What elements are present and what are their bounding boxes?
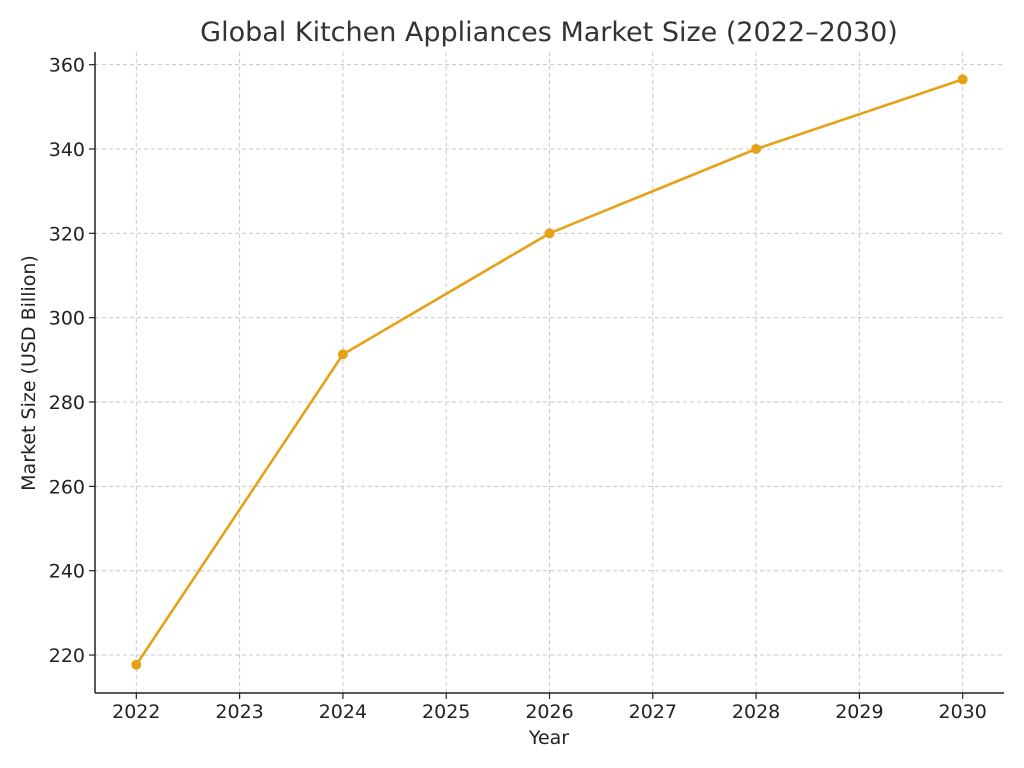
y-tick-label: 240 — [49, 561, 85, 583]
tick-labels: 2022 2023 2024 2025 2026 2027 2028 2029 2030 220 2… — [49, 55, 987, 723]
data-point — [544, 228, 555, 239]
x-tick-label: 2023 — [215, 701, 263, 723]
axes — [89, 52, 1004, 699]
x-tick-label: 2022 — [112, 701, 160, 723]
y-tick-label: 340 — [49, 139, 85, 161]
grid-lines — [95, 52, 1004, 693]
y-tick-label: 360 — [49, 55, 85, 77]
x-tick-label: 2029 — [835, 701, 883, 723]
x-tick-label: 2024 — [319, 701, 367, 723]
series-layer — [131, 74, 968, 670]
y-axis-label: Market Size (USD Billion) — [18, 255, 40, 491]
x-axis-label: Year — [528, 727, 569, 749]
x-tick-label: 2026 — [525, 701, 573, 723]
y-tick-label: 280 — [49, 392, 85, 414]
y-tick-label: 320 — [49, 223, 85, 245]
y-tick-label: 300 — [49, 308, 85, 330]
chart-title: Global Kitchen Appliances Market Size (2… — [200, 17, 898, 48]
data-point — [957, 74, 968, 85]
data-point — [751, 143, 762, 154]
data-point — [337, 349, 348, 360]
x-tick-label: 2027 — [629, 701, 677, 723]
y-tick-label: 260 — [49, 476, 85, 498]
y-tick-label: 220 — [49, 645, 85, 667]
data-point — [131, 659, 142, 670]
x-tick-label: 2028 — [732, 701, 780, 723]
x-tick-label: 2030 — [939, 701, 987, 723]
x-tick-label: 2025 — [422, 701, 470, 723]
